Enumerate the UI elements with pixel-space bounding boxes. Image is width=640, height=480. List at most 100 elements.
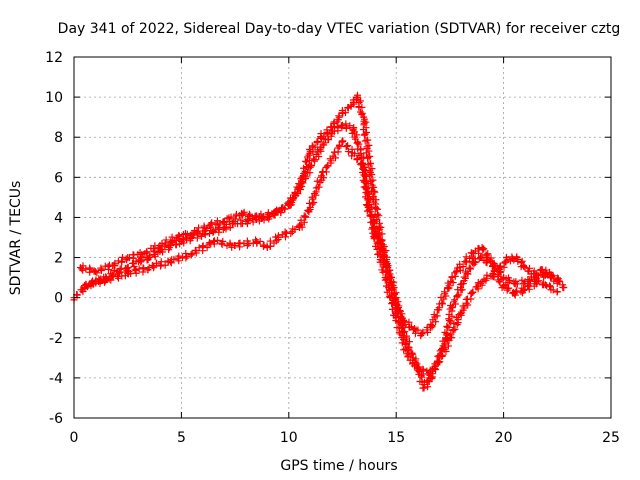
data-point-interp: [309, 195, 317, 203]
data-point-interp: [362, 183, 370, 191]
data-point: [384, 264, 392, 272]
data-point-interp: [473, 283, 481, 291]
data-point-interp: [360, 178, 368, 186]
data-point-interp: [432, 318, 440, 326]
data-point: [210, 238, 218, 246]
data-point: [543, 270, 551, 278]
data-point-interp: [459, 280, 467, 288]
data-point-interp: [411, 325, 419, 333]
data-point-interp: [155, 245, 163, 253]
data-point-interp: [365, 206, 373, 214]
data-point-interp: [291, 191, 299, 199]
data-point-interp: [161, 241, 169, 249]
data-point-interp: [351, 133, 359, 141]
data-point: [360, 117, 368, 125]
data-point: [510, 290, 518, 298]
grid-lines: [74, 57, 611, 418]
data-point-interp: [93, 269, 101, 277]
data-point-interp: [264, 212, 272, 220]
data-point-interp: [343, 143, 351, 151]
data-point: [478, 244, 486, 252]
data-point-interp: [214, 236, 222, 244]
data-point: [424, 370, 432, 378]
data-point-interp: [323, 128, 331, 136]
y-tick-label: 6: [54, 170, 63, 186]
data-point-interp: [506, 277, 514, 285]
data-point-interp: [183, 230, 191, 238]
data-point: [317, 173, 325, 181]
data-point-interp: [219, 237, 227, 245]
data-point: [91, 268, 99, 276]
data-point-interp: [518, 276, 526, 284]
data-point: [220, 217, 228, 225]
data-point-interp: [358, 103, 366, 111]
data-point: [109, 262, 117, 270]
data-point: [124, 270, 132, 278]
data-point-interp: [520, 262, 528, 270]
data-point: [487, 258, 495, 266]
data-point: [339, 121, 346, 129]
data-point: [145, 264, 153, 272]
data-point: [76, 264, 84, 272]
data-point-interp: [299, 179, 307, 187]
data-point-interp: [438, 299, 446, 307]
data-point: [414, 364, 422, 372]
data-point: [328, 123, 336, 131]
data-point: [427, 324, 435, 332]
y-tick-label: -4: [49, 371, 63, 387]
data-point-interp: [114, 270, 122, 278]
data-point-interp: [378, 257, 386, 265]
data-point-interp: [511, 291, 519, 299]
data-point-interp: [365, 147, 373, 155]
data-point-interp: [441, 290, 449, 298]
data-point: [500, 274, 508, 282]
y-tick-label: 2: [54, 251, 63, 267]
data-point: [317, 143, 325, 151]
data-point: [452, 268, 460, 276]
data-point: [512, 254, 520, 262]
data-point: [270, 209, 278, 217]
data-point: [435, 304, 443, 312]
data-point: [467, 290, 475, 298]
data-point-interp: [327, 159, 335, 167]
data-point-interp: [479, 245, 487, 253]
y-tick-label: 8: [54, 130, 63, 146]
data-point-interp: [383, 253, 391, 261]
data-point-interp: [398, 339, 406, 347]
data-point-interp: [162, 236, 170, 244]
data-point-interp: [374, 210, 382, 218]
data-point: [521, 264, 529, 272]
data-point-interp: [385, 286, 393, 294]
data-point-interp: [382, 267, 390, 275]
data-point: [188, 250, 196, 258]
data-point: [371, 234, 379, 241]
data-point: [489, 270, 497, 278]
data-point-interp: [415, 367, 423, 375]
data-point-interp: [456, 266, 464, 274]
data-point-interp: [320, 139, 328, 147]
data-point-interp: [199, 227, 207, 235]
y-tick-label: -6: [49, 411, 63, 427]
data-point-interp: [361, 130, 369, 138]
data-point-interp: [448, 273, 456, 281]
data-points: [70, 91, 568, 392]
data-point: [317, 133, 325, 141]
data-point-interp: [314, 183, 322, 191]
x-tick-labels: 0 5 10 15 20 25: [70, 430, 620, 446]
data-point-interp: [548, 272, 556, 280]
data-point-interp: [526, 280, 534, 288]
data-point: [553, 288, 561, 296]
data-point: [435, 358, 443, 366]
data-point: [205, 221, 213, 229]
data-point: [446, 334, 454, 342]
data-point-interp: [442, 347, 450, 355]
data-point-interp: [310, 199, 318, 207]
data-point: [478, 278, 486, 286]
data-point: [285, 201, 293, 209]
data-point: [124, 254, 132, 262]
data-point-interp: [386, 293, 394, 301]
data-point-interp: [183, 235, 191, 243]
data-point-interp: [464, 301, 472, 309]
data-point-interp: [364, 154, 372, 162]
